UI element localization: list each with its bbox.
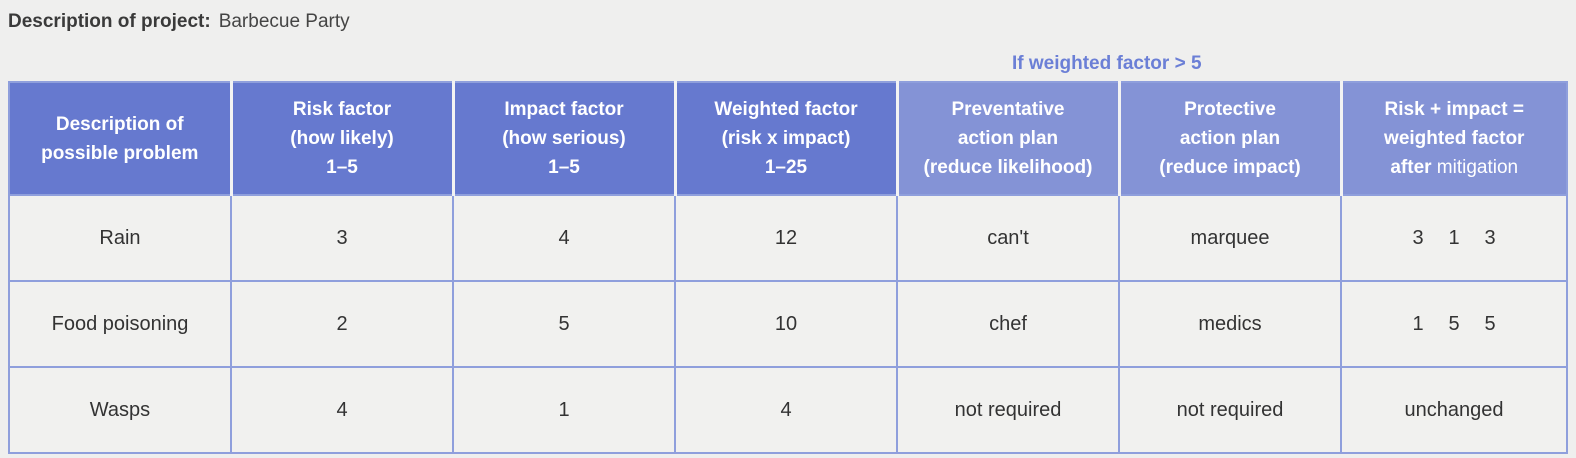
header-description: Description of possible problem (9, 82, 231, 195)
weighted-cell: 4 (674, 366, 897, 453)
mitigation-word: mitigation (1431, 157, 1519, 178)
project-description: Description of project: Barbecue Party (8, 10, 350, 34)
header-line: 1–25 (764, 157, 808, 178)
header-impact-factor: Impact factor (how serious) 1–5 (451, 82, 675, 195)
weighted-factor-annotation: If weighted factor > 5 (1012, 53, 1202, 74)
after-impact-value: 1 (1448, 226, 1460, 249)
header-line: 1–5 (326, 157, 358, 178)
table-row: Wasps 4 1 4 not required not required un… (9, 366, 1567, 453)
header-protective-plan: Protective action plan (reduce impact) (1117, 82, 1341, 195)
project-label: Description of project: (8, 11, 211, 32)
after-weighted-value: 3 (1484, 226, 1496, 249)
header-line: Impact factor (504, 99, 624, 120)
weighted-cell: 10 (674, 280, 897, 367)
after-weighted-value: 5 (1484, 312, 1496, 335)
after-mitigation-cell: unchanged (1340, 366, 1567, 453)
table-row: Food poisoning 2 5 10 chef medics 1 5 5 (9, 280, 1567, 367)
after-word: after (1390, 157, 1432, 178)
risk-cell: 4 (230, 366, 453, 453)
protective-cell: marquee (1118, 194, 1341, 281)
header-line: (risk x impact) (721, 128, 851, 149)
header-line: 1–5 (548, 157, 580, 178)
header-line: weighted factor (1384, 128, 1525, 149)
preventative-cell: not required (896, 366, 1119, 453)
after-risk-value: 3 (1412, 226, 1424, 249)
header-line: action plan (957, 128, 1059, 149)
header-row: Description of possible problem Risk fac… (9, 82, 1567, 195)
header-line: action plan (1179, 128, 1281, 149)
problem-cell: Rain (9, 194, 231, 281)
preventative-cell: chef (896, 280, 1119, 367)
problem-cell: Food poisoning (9, 280, 231, 367)
risk-cell: 2 (230, 280, 453, 367)
after-mitigation-cell: 1 5 5 (1340, 280, 1567, 367)
problem-cell: Wasps (9, 366, 231, 453)
header-line: (reduce likelihood) (923, 157, 1093, 178)
header-line: (how serious) (502, 128, 626, 149)
header-line: Description of (55, 113, 184, 135)
protective-cell: medics (1118, 280, 1341, 367)
impact-cell: 5 (452, 280, 675, 367)
preventative-cell: can't (896, 194, 1119, 281)
header-line: Risk factor (292, 99, 392, 120)
impact-cell: 4 (452, 194, 675, 281)
header-line: (reduce impact) (1159, 157, 1301, 178)
after-mitigation-cell: 3 1 3 (1340, 194, 1567, 281)
impact-cell: 1 (452, 366, 675, 453)
header-line: Protective (1184, 99, 1276, 120)
risk-cell: 3 (230, 194, 453, 281)
protective-cell: not required (1118, 366, 1341, 453)
project-name: Barbecue Party (218, 11, 350, 32)
header-line: possible problem (41, 142, 199, 164)
after-risk-value: 1 (1412, 312, 1424, 335)
weighted-cell: 12 (674, 194, 897, 281)
header-line: Weighted factor (714, 99, 858, 120)
risk-assessment-table: Description of possible problem Risk fac… (8, 81, 1568, 454)
header-line-after-mitigation: after mitigation (1347, 153, 1563, 182)
header-risk-factor: Risk factor (how likely) 1–5 (229, 82, 453, 195)
header-line: Preventative (951, 99, 1065, 120)
header-line: (how likely) (290, 128, 394, 149)
header-after-mitigation: Risk + impact = weighted factor after mi… (1339, 82, 1567, 195)
header-preventative-plan: Preventative action plan (reduce likelih… (895, 82, 1119, 195)
after-impact-value: 5 (1448, 312, 1460, 335)
table-row: Rain 3 4 12 can't marquee 3 1 3 (9, 194, 1567, 281)
header-weighted-factor: Weighted factor (risk x impact) 1–25 (673, 82, 897, 195)
header-line: Risk + impact = (1384, 99, 1524, 120)
